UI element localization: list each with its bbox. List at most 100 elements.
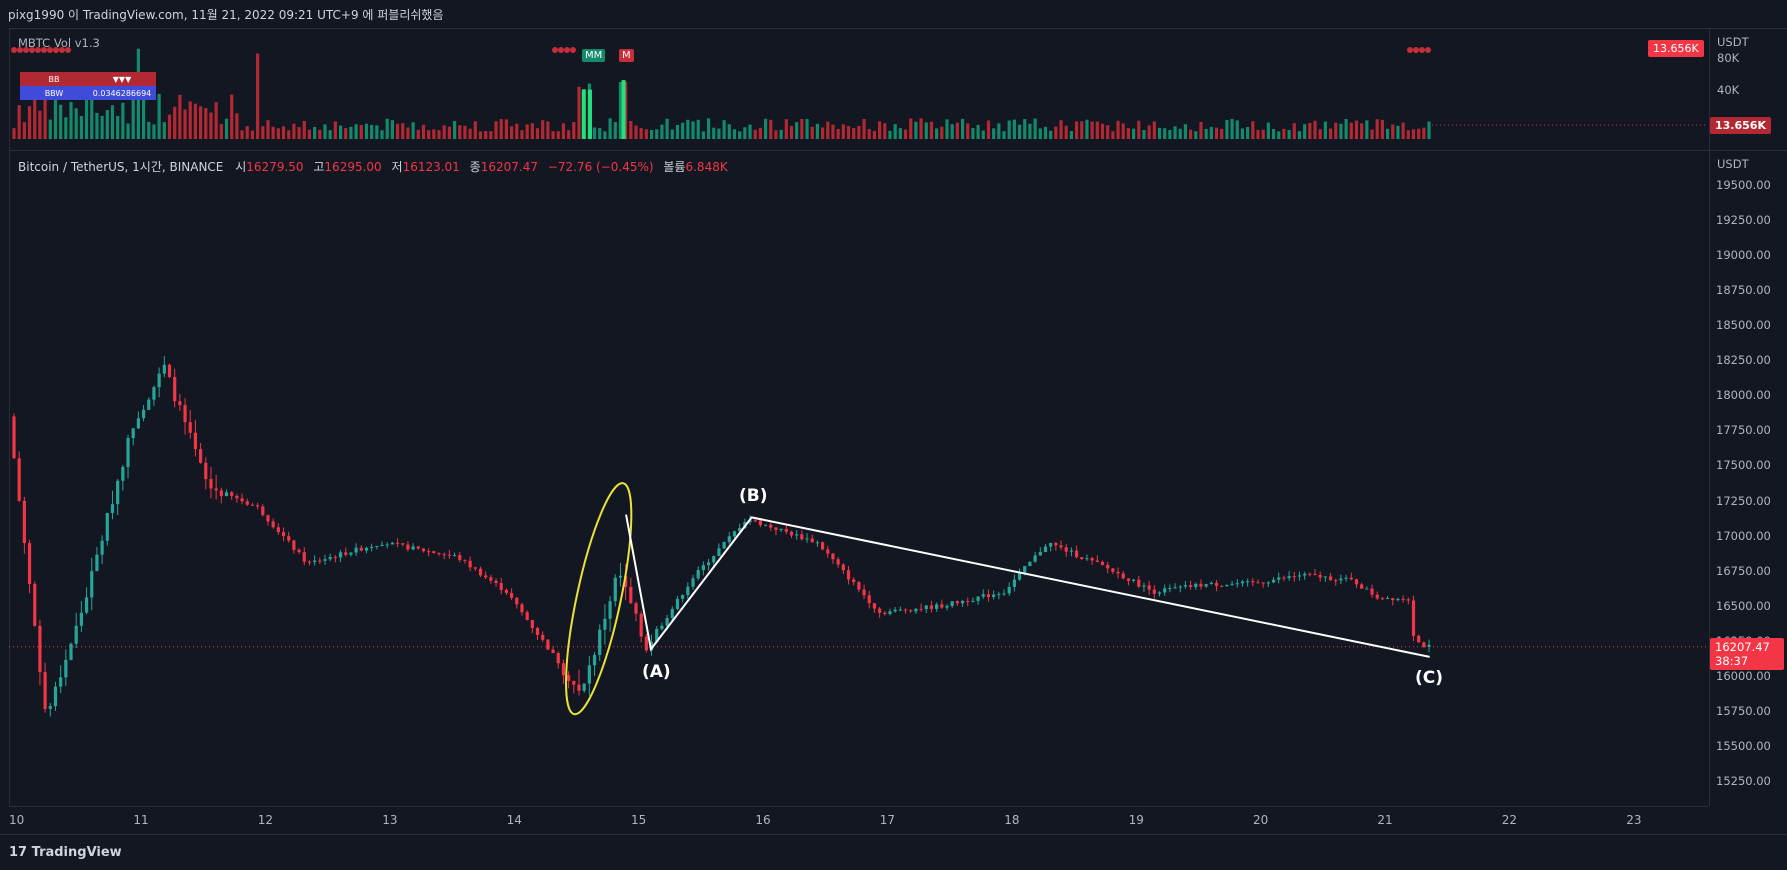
volume-bar bbox=[686, 119, 690, 139]
candle-body bbox=[608, 601, 612, 619]
volume-bar bbox=[556, 131, 560, 139]
volume-bar bbox=[976, 124, 980, 139]
volume-bar bbox=[701, 131, 705, 139]
candle-body bbox=[1380, 598, 1384, 600]
publish-bar: pixg1990 이 TradingView.com, 11월 21, 2022… bbox=[0, 0, 1787, 28]
candle-body bbox=[100, 540, 104, 555]
volume-bar bbox=[836, 128, 840, 139]
candle-body bbox=[447, 554, 451, 556]
candle-body bbox=[572, 680, 576, 685]
candle-body bbox=[1427, 644, 1431, 647]
volume-bar bbox=[287, 130, 291, 139]
time-tick: 11 bbox=[133, 813, 149, 827]
tradingview-logo[interactable]: 𝟭𝟳 TradingView bbox=[9, 845, 122, 860]
candle-body bbox=[789, 531, 794, 536]
volume-bar bbox=[789, 125, 794, 139]
volume-bar bbox=[313, 126, 317, 139]
price-tick: 16000.00 bbox=[1716, 668, 1771, 683]
volume-bar bbox=[805, 119, 809, 139]
volume-bar bbox=[385, 118, 389, 139]
volume-bar bbox=[722, 120, 726, 139]
volume-bar bbox=[297, 127, 301, 139]
candle-body bbox=[27, 543, 32, 584]
candle-body bbox=[655, 628, 659, 643]
volume-indicator-title[interactable]: MBTC Vol v1.3 bbox=[18, 36, 100, 50]
time-axis[interactable] bbox=[9, 806, 1708, 835]
volume-bar bbox=[1251, 121, 1255, 139]
volume-bar bbox=[546, 121, 550, 139]
volume-bar bbox=[572, 122, 576, 139]
volume-bar bbox=[732, 129, 737, 139]
symbol-legend[interactable]: Bitcoin / TetherUS, 1시간, BINANCE 시16279.… bbox=[18, 158, 728, 175]
volume-bar bbox=[416, 129, 420, 139]
candle-body bbox=[629, 586, 633, 604]
candle-body bbox=[649, 642, 654, 651]
volume-bar bbox=[1380, 119, 1384, 139]
candle-body bbox=[416, 546, 420, 549]
candle-body bbox=[344, 552, 348, 555]
volume-bar bbox=[1261, 129, 1265, 139]
candle-body bbox=[1023, 566, 1027, 573]
candle-body bbox=[427, 551, 431, 553]
volume-bar bbox=[307, 129, 312, 139]
candle-body bbox=[660, 625, 664, 629]
candle-body bbox=[43, 672, 47, 709]
volume-bar bbox=[1017, 124, 1022, 139]
volume-bar bbox=[69, 102, 73, 139]
candle-body bbox=[1126, 578, 1131, 581]
candle-body bbox=[1178, 586, 1182, 588]
candle-body bbox=[1422, 642, 1426, 647]
candle-body bbox=[1235, 583, 1239, 585]
candle-body bbox=[1163, 588, 1167, 593]
candle-body bbox=[1049, 543, 1053, 547]
volume-bar bbox=[893, 124, 897, 139]
volume-bar bbox=[955, 122, 959, 139]
volume-bar bbox=[603, 131, 607, 139]
volume-bar bbox=[857, 125, 861, 139]
candle-body bbox=[535, 627, 540, 635]
candle-body bbox=[857, 582, 861, 590]
candle-body bbox=[183, 405, 187, 423]
candle-body bbox=[188, 422, 192, 433]
volume-bar bbox=[338, 125, 343, 139]
candle-body bbox=[473, 567, 477, 569]
candle-body bbox=[878, 608, 882, 613]
candle-body bbox=[960, 600, 965, 604]
candle-body bbox=[1080, 557, 1084, 559]
volume-bar bbox=[774, 130, 778, 139]
volume-bar bbox=[152, 124, 156, 139]
volume-bar bbox=[1033, 118, 1037, 139]
candle-body bbox=[919, 608, 923, 610]
volume-bar bbox=[1349, 122, 1353, 139]
candle-body bbox=[1308, 573, 1312, 575]
volume-bar bbox=[530, 123, 534, 139]
price-panel[interactable] bbox=[9, 150, 1710, 806]
volume-bar bbox=[867, 129, 871, 139]
close-label: 종 bbox=[469, 160, 481, 174]
volume-panel[interactable] bbox=[9, 28, 1710, 150]
volume-bar bbox=[1049, 130, 1053, 139]
highlight-ellipse bbox=[565, 482, 633, 716]
price-axis[interactable]: USDT bbox=[1709, 150, 1787, 806]
candle-body bbox=[458, 555, 462, 560]
candle-body bbox=[411, 546, 415, 550]
candle-body bbox=[1297, 575, 1302, 577]
time-tick: 16 bbox=[755, 813, 771, 827]
price-tick: 19250.00 bbox=[1716, 213, 1771, 228]
volume-signal-dot bbox=[564, 47, 570, 53]
volume-bar bbox=[468, 128, 472, 139]
candle-body bbox=[468, 560, 472, 568]
volume-bar bbox=[831, 124, 835, 139]
volume-bar bbox=[193, 103, 198, 139]
volume-bar bbox=[649, 130, 654, 139]
candle-body bbox=[256, 505, 260, 507]
symbol-name: Bitcoin / TetherUS, 1시간, BINANCE bbox=[18, 160, 224, 174]
high-label: 고 bbox=[313, 160, 325, 174]
candle-body bbox=[1385, 598, 1390, 600]
candle-body bbox=[738, 527, 742, 532]
candle-body bbox=[64, 659, 68, 678]
candle-body bbox=[173, 377, 177, 402]
volume-bar bbox=[1111, 131, 1115, 139]
volume-bar bbox=[1417, 128, 1421, 139]
candle-body bbox=[618, 575, 623, 578]
